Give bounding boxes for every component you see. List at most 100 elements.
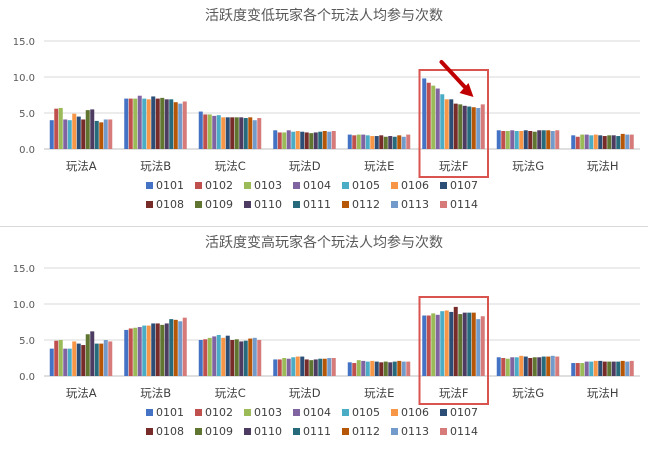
bar-0103-玩法A bbox=[58, 340, 63, 376]
legend-label: 0105 bbox=[352, 406, 380, 419]
legend-swatch bbox=[342, 409, 349, 416]
bar-0106-玩法F bbox=[444, 99, 449, 149]
bar-0110-玩法G bbox=[537, 357, 542, 376]
bar-0106-玩法D bbox=[295, 131, 300, 149]
bar-0107-玩法E bbox=[374, 361, 379, 376]
legend-label: 0110 bbox=[254, 198, 282, 211]
bar-0114-玩法C bbox=[257, 118, 262, 149]
bar-0106-玩法C bbox=[221, 337, 226, 376]
bar-0102-玩法G bbox=[501, 131, 506, 149]
bar-0110-玩法F bbox=[462, 105, 467, 149]
bar-0102-玩法C bbox=[203, 339, 208, 376]
bar-0107-玩法A bbox=[76, 343, 81, 376]
bar-0101-玩法F bbox=[422, 78, 427, 149]
bar-0110-玩法G bbox=[537, 130, 542, 149]
bar-0106-玩法B bbox=[146, 325, 151, 376]
y-tick-label: 10.0 bbox=[13, 300, 35, 311]
bar-0105-玩法F bbox=[440, 311, 445, 376]
legend-label: 0114 bbox=[450, 425, 478, 438]
bar-0101-玩法C bbox=[198, 340, 203, 376]
bar-0104-玩法H bbox=[584, 134, 589, 149]
legend-swatch bbox=[391, 201, 398, 208]
bar-0109-玩法G bbox=[532, 357, 537, 376]
chart-top-svg: 活跃度变低玩家各个玩法人均参与次数 0.0 5.0 10.0 15.0 玩法A 玩法B 玩法C… bbox=[13, 7, 640, 211]
bar-0106-玩法E bbox=[370, 360, 375, 376]
bar-0104-玩法E bbox=[361, 134, 366, 149]
bar-0114-玩法F bbox=[480, 316, 485, 376]
bar-0113-玩法H bbox=[625, 361, 630, 376]
bar-0102-玩法H bbox=[575, 136, 580, 149]
bar-0112-玩法G bbox=[546, 130, 551, 149]
legend-swatch bbox=[440, 428, 447, 435]
bar-0102-玩法B bbox=[128, 98, 133, 149]
category-label: 玩法B bbox=[140, 386, 171, 400]
bar-0103-玩法F bbox=[431, 313, 436, 376]
legend-swatch bbox=[244, 409, 251, 416]
bar-0103-玩法B bbox=[133, 327, 138, 376]
bar-0106-玩法B bbox=[146, 99, 151, 149]
bar-0112-玩法E bbox=[397, 360, 402, 376]
bar-0101-玩法D bbox=[273, 359, 278, 376]
bar-0106-玩法G bbox=[519, 355, 524, 376]
bar-0109-玩法F bbox=[458, 104, 463, 149]
bar-0104-玩法B bbox=[137, 95, 142, 149]
y-tick-label: 15.0 bbox=[13, 264, 35, 275]
bar-0106-玩法E bbox=[370, 136, 375, 149]
bar-0103-玩法G bbox=[505, 358, 510, 376]
bar-0109-玩法D bbox=[309, 360, 314, 376]
bar-0109-玩法D bbox=[309, 133, 314, 149]
bar-0105-玩法D bbox=[291, 357, 296, 376]
bar-0112-玩法B bbox=[173, 319, 178, 376]
legend-swatch bbox=[391, 182, 398, 189]
bar-0101-玩法E bbox=[347, 134, 352, 149]
bar-0106-玩法G bbox=[519, 131, 524, 149]
bar-0111-玩法D bbox=[318, 358, 323, 376]
bar-0103-玩法D bbox=[282, 132, 287, 149]
bar-0113-玩法E bbox=[401, 361, 406, 376]
bar-0114-玩法D bbox=[331, 131, 336, 149]
bar-0103-玩法F bbox=[431, 85, 436, 149]
y-tick-label: 15.0 bbox=[13, 37, 35, 48]
bar-0108-玩法B bbox=[155, 323, 160, 376]
bar-0113-玩法D bbox=[327, 358, 332, 376]
bar-0107-玩法D bbox=[300, 356, 305, 376]
bar-0109-玩法E bbox=[383, 361, 388, 376]
bar-0111-玩法B bbox=[169, 319, 174, 376]
bar-0114-玩法E bbox=[406, 361, 411, 376]
bar-0102-玩法A bbox=[54, 340, 59, 376]
bar-0106-玩法F bbox=[444, 310, 449, 376]
category-label: 玩法E bbox=[364, 386, 394, 400]
bar-0110-玩法F bbox=[462, 312, 467, 376]
bar-0104-玩法F bbox=[435, 314, 440, 376]
bar-0114-玩法A bbox=[108, 341, 113, 376]
highlight-box bbox=[418, 69, 489, 178]
bar-0109-玩法F bbox=[458, 314, 463, 376]
legend-swatch bbox=[440, 409, 447, 416]
y-tick-label: 0.0 bbox=[19, 372, 35, 383]
bar-0112-玩法E bbox=[397, 135, 402, 149]
chart-title: 活跃度变高玩家各个玩法人均参与次数 bbox=[205, 234, 443, 251]
bar-0104-玩法A bbox=[63, 119, 68, 149]
bar-0111-玩法G bbox=[541, 356, 546, 376]
bar-0110-玩法B bbox=[164, 323, 169, 376]
legend-swatch bbox=[293, 428, 300, 435]
bar-0101-玩法D bbox=[273, 130, 278, 149]
category-label: 玩法D bbox=[289, 386, 321, 400]
bar-0105-玩法A bbox=[67, 120, 72, 149]
legend-label: 0109 bbox=[205, 198, 233, 211]
bar-0106-玩法H bbox=[593, 360, 598, 376]
bar-0114-玩法G bbox=[555, 356, 560, 376]
bar-0104-玩法H bbox=[584, 361, 589, 376]
legend-swatch bbox=[244, 428, 251, 435]
bar-0108-玩法H bbox=[602, 361, 607, 376]
category-label: 玩法A bbox=[66, 159, 97, 173]
bar-0112-玩法A bbox=[99, 122, 104, 149]
bar-0113-玩法G bbox=[550, 355, 555, 376]
chart-title: 活跃度变低玩家各个玩法人均参与次数 bbox=[205, 7, 443, 24]
bar-0105-玩法B bbox=[142, 325, 147, 376]
legend-label: 0110 bbox=[254, 425, 282, 438]
bar-0109-玩法B bbox=[160, 324, 165, 376]
bar-0108-玩法H bbox=[602, 136, 607, 149]
bar-0105-玩法H bbox=[589, 361, 594, 376]
bar-0105-玩法F bbox=[440, 94, 445, 149]
